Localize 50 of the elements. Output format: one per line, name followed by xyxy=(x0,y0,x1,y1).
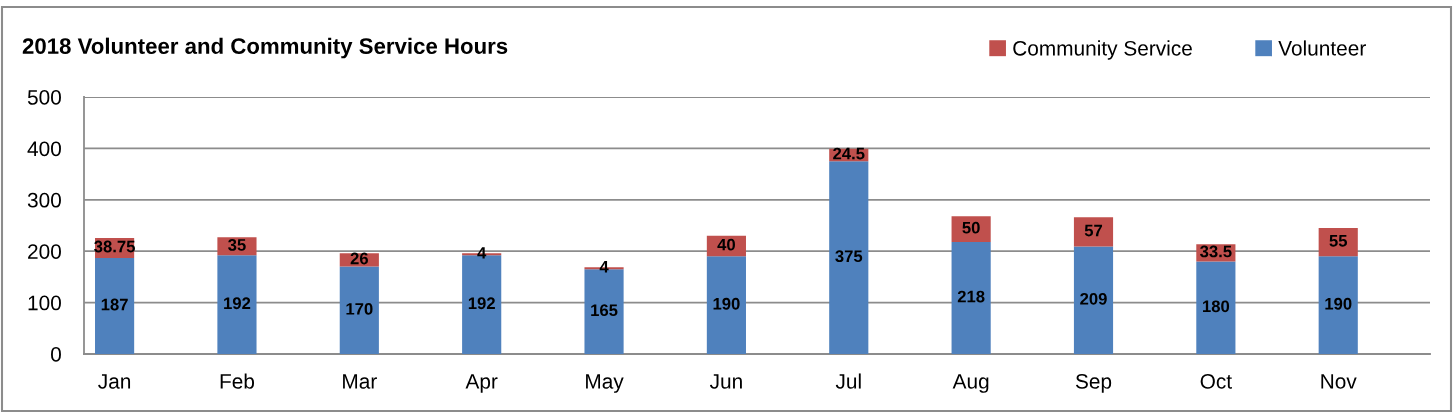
x-tick-label: Mar xyxy=(343,374,377,389)
x-tick-label: Nov xyxy=(1321,374,1357,389)
bar xyxy=(951,241,991,354)
bar xyxy=(829,161,869,354)
bar xyxy=(1318,256,1358,354)
data-label: 170 xyxy=(346,302,373,315)
data-label: 209 xyxy=(1080,292,1107,305)
y-tick-label: 400 xyxy=(27,141,61,157)
data-label: 190 xyxy=(713,297,740,310)
x-tick-label: Feb xyxy=(220,373,255,389)
y-tick-label: 0 xyxy=(51,347,61,362)
bar xyxy=(1196,261,1236,354)
bar xyxy=(1073,246,1114,354)
y-tick-label: 200 xyxy=(28,244,61,259)
bar xyxy=(95,257,135,354)
data-label: 180 xyxy=(1203,300,1230,313)
legend-label: Volunteer xyxy=(1278,40,1366,56)
data-label: 33.5 xyxy=(1200,245,1232,258)
bar xyxy=(339,266,379,354)
data-label: 218 xyxy=(957,290,985,303)
bar xyxy=(217,255,257,354)
x-tick-label: Jul xyxy=(835,373,861,389)
data-label: 57 xyxy=(1084,224,1103,237)
x-tick-label: Apr xyxy=(465,374,498,393)
data-label: 26 xyxy=(350,252,368,265)
data-label: 55 xyxy=(1329,235,1348,247)
data-label: 375 xyxy=(835,250,863,263)
x-tick-label: Oct xyxy=(1200,373,1232,389)
data-label: 187 xyxy=(101,298,128,311)
legend-label: Community Service xyxy=(1013,40,1192,60)
x-tick-label: Jun xyxy=(709,374,742,389)
y-tick-label: 300 xyxy=(27,192,61,208)
data-label: 192 xyxy=(224,297,251,310)
chart-title: 2018 Volunteer and Community Service Hours xyxy=(22,37,508,59)
bar xyxy=(1073,217,1114,247)
data-label: 192 xyxy=(468,297,495,310)
data-label: 50 xyxy=(962,221,980,234)
x-tick-label: Sep xyxy=(1075,373,1112,393)
bar xyxy=(951,216,991,242)
x-tick-label: May xyxy=(586,374,624,393)
bar xyxy=(706,256,746,354)
data-label: 40 xyxy=(717,238,735,251)
x-tick-label: Aug xyxy=(952,374,989,393)
y-tick-label: 100 xyxy=(28,295,61,311)
data-label: 24.5 xyxy=(833,147,865,160)
data-label: 190 xyxy=(1325,297,1352,310)
x-tick-label: Jan xyxy=(98,374,131,389)
data-label: 35 xyxy=(228,238,246,251)
y-tick-label: 500 xyxy=(27,90,61,105)
data-label: 165 xyxy=(591,304,618,317)
